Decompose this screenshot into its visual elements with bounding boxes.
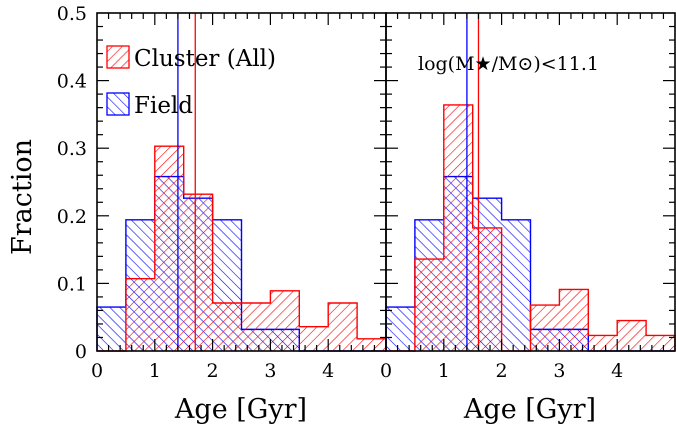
right-cluster-bar-6 [559,289,589,351]
y-axis-title: Fraction [7,139,38,255]
mass-cut-annotation: log(M★/M⊙)<11.1 [418,53,599,75]
left-cluster-bar-9 [357,338,386,351]
left-cluster-bar-7 [299,326,329,351]
left-x-tick-label: 2 [207,360,219,382]
legend-label-field: Field [134,93,193,119]
right-cluster-bar-5 [530,305,560,351]
left-x-tick-label: 1 [149,360,161,382]
right-cluster-bar-3 [472,227,502,351]
right-field-bar-0 [386,307,415,351]
left-cluster-bar-2 [154,146,184,351]
right-x-axis-title: Age [Gyr] [463,394,596,425]
left-y-tick-label: 0.2 [57,206,87,228]
left-field-bar-0 [97,307,126,351]
left-cluster-bar-4 [212,303,242,351]
legend-swatch-field [106,92,130,116]
right-cluster-bar-1 [414,259,444,351]
right-cluster-bar-7 [588,335,618,351]
left-cluster-bar-1 [125,278,155,351]
legend-label-cluster: Cluster (All) [134,46,276,72]
right-x-tick-label: 3 [553,360,565,382]
left-x-tick-label: 0 [91,360,103,382]
left-cluster-bar-5 [241,303,271,351]
right-cluster-bar-9 [646,335,675,351]
left-cluster-bar-8 [328,303,358,351]
left-y-tick-label: 0.4 [57,71,87,93]
right-cluster-outline [386,104,676,352]
left-cluster-bar-3 [183,194,213,351]
right-x-tick-label: 0 [380,360,392,382]
left-x-tick-label: 3 [264,360,276,382]
right-cluster-bar-2 [443,104,473,351]
left-y-tick-label: 0.5 [57,3,87,25]
right-field-bar-4 [501,219,531,351]
left-panel: 0 1 2 3 4 0 0.1 0.2 0.3 0.4 0.5 [57,3,387,382]
legend: Cluster (All) Field [106,45,276,119]
left-cluster-outline [97,145,387,352]
left-y-tick-label: 0.3 [57,138,87,160]
left-y-tick-label: 0 [75,341,87,363]
left-y-tick-label: 0.1 [57,273,87,295]
right-x-tick-label: 4 [611,360,623,382]
left-x-tick-label: 4 [322,360,334,382]
right-cluster-bar-8 [617,320,647,351]
left-cluster-bar-6 [270,290,300,351]
right-panel: 0 1 2 3 4 [380,12,676,382]
right-plot-frame [385,12,676,352]
right-x-tick-label: 1 [438,360,450,382]
legend-swatch-cluster [106,45,130,69]
right-x-tick-label: 2 [496,360,508,382]
left-x-axis-title: Age [Gyr] [174,394,307,425]
